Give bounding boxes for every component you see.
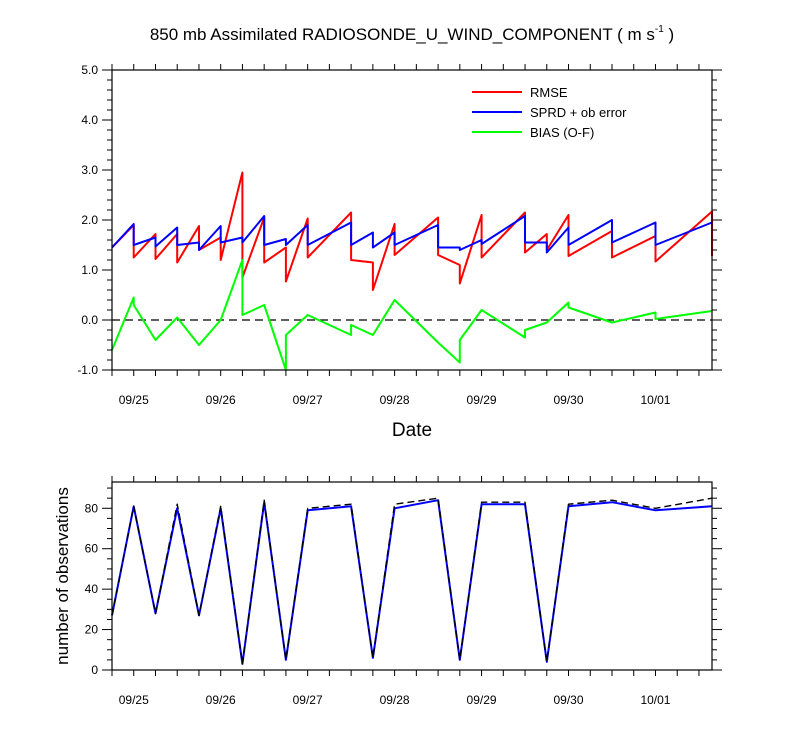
bottom-panel: 0 20 40 60 80 09/25 09/26 09/27 09/28 09/29 09/30… <box>53 476 722 707</box>
series-sprd-ob-error <box>111 215 713 254</box>
top-y-tick-labels: -1.0 0.0 1.0 2.0 3.0 4.0 5.0 <box>77 63 98 377</box>
series-observations-used <box>111 499 713 665</box>
bottom-ticks <box>102 476 722 676</box>
y-tick-label: 40 <box>85 582 99 596</box>
y-tick-label: 3.0 <box>81 163 98 177</box>
legend-label: BIAS (O-F) <box>530 125 594 140</box>
y-axis-label: number of observations <box>53 487 72 665</box>
x-tick-label: 09/28 <box>380 393 410 407</box>
x-tick-label: 09/30 <box>554 393 584 407</box>
x-tick-label: 10/01 <box>640 693 670 707</box>
y-tick-label: 20 <box>85 623 99 637</box>
x-tick-label: 09/26 <box>206 393 236 407</box>
series-rmse <box>111 171 713 291</box>
x-axis-label: Date <box>392 420 432 441</box>
x-tick-label: 09/29 <box>467 693 497 707</box>
y-tick-label: -1.0 <box>77 363 98 377</box>
x-tick-label: 09/29 <box>467 393 497 407</box>
chart-title: 850 mb Assimilated RADIOSONDE_U_WIND_COM… <box>150 24 674 44</box>
x-tick-label: 09/30 <box>554 693 584 707</box>
top-x-tick-labels: 09/25 09/26 09/27 09/28 09/29 09/30 10/01 <box>119 393 671 407</box>
series-bias-o-f <box>111 259 713 371</box>
x-tick-label: 09/25 <box>119 393 149 407</box>
y-tick-label: 5.0 <box>81 63 98 77</box>
y-tick-label: 0 <box>91 663 98 677</box>
top-series <box>111 171 713 371</box>
y-tick-label: 4.0 <box>81 113 98 127</box>
x-tick-label: 09/27 <box>293 693 323 707</box>
legend-label: SPRD + ob error <box>530 105 627 120</box>
series-observations-available <box>111 497 713 665</box>
x-tick-label: 09/28 <box>380 693 410 707</box>
top-panel: 850 mb Assimilated RADIOSONDE_U_WIND_COM… <box>77 24 722 441</box>
x-tick-label: 10/01 <box>640 393 670 407</box>
top-ticks <box>102 64 722 376</box>
bottom-x-tick-labels: 09/25 09/26 09/27 09/28 09/29 09/30 10/01 <box>119 693 671 707</box>
bottom-plot-frame <box>111 481 713 671</box>
x-tick-label: 09/25 <box>119 693 149 707</box>
x-tick-label: 09/27 <box>293 393 323 407</box>
y-tick-label: 2.0 <box>81 213 98 227</box>
y-tick-label: 0.0 <box>81 313 98 327</box>
bottom-y-tick-labels: 0 20 40 60 80 <box>85 501 99 677</box>
y-tick-label: 80 <box>85 501 99 515</box>
y-tick-label: 60 <box>85 542 99 556</box>
legend-label: RMSE <box>530 85 568 100</box>
bottom-series <box>111 497 713 665</box>
legend: RMSE SPRD + ob error BIAS (O-F) <box>472 85 627 140</box>
y-tick-label: 1.0 <box>81 263 98 277</box>
x-tick-label: 09/26 <box>206 693 236 707</box>
